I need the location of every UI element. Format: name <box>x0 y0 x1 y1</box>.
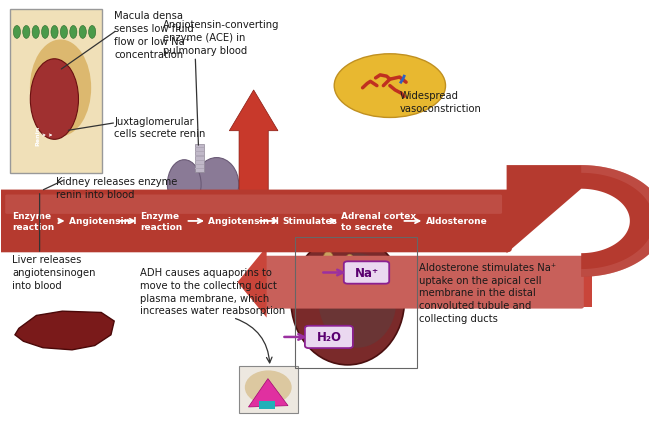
Ellipse shape <box>42 26 49 39</box>
Ellipse shape <box>343 255 356 287</box>
FancyBboxPatch shape <box>5 195 502 215</box>
Text: ADH causes aquaporins to
move to the collecting duct
plasma membrane, which
incr: ADH causes aquaporins to move to the col… <box>140 267 285 316</box>
Ellipse shape <box>355 264 367 303</box>
Ellipse shape <box>194 158 239 212</box>
Bar <box>194 164 204 166</box>
Ellipse shape <box>334 55 445 118</box>
FancyBboxPatch shape <box>305 326 353 348</box>
Text: Enzyme
reaction: Enzyme reaction <box>12 212 55 231</box>
Ellipse shape <box>14 26 21 39</box>
Text: Aldosterone stimulates Na⁺
uptake on the apical cell
membrane in the distal
conv: Aldosterone stimulates Na⁺ uptake on the… <box>419 262 556 323</box>
Text: Renin: Renin <box>36 126 41 146</box>
Ellipse shape <box>328 228 354 241</box>
FancyBboxPatch shape <box>239 366 298 414</box>
Ellipse shape <box>32 26 39 39</box>
Bar <box>194 169 204 170</box>
Polygon shape <box>15 311 114 350</box>
Ellipse shape <box>88 26 96 39</box>
Text: Widespread
vasoconstriction: Widespread vasoconstriction <box>400 91 482 114</box>
Ellipse shape <box>291 237 404 365</box>
Ellipse shape <box>322 252 335 282</box>
Ellipse shape <box>60 26 68 39</box>
Ellipse shape <box>318 254 396 348</box>
Polygon shape <box>506 166 650 277</box>
Text: Macula densa
senses low fluid
flow or low Na⁺
concentration: Macula densa senses low fluid flow or lo… <box>114 12 194 60</box>
FancyBboxPatch shape <box>266 258 592 307</box>
Bar <box>194 147 204 148</box>
FancyBboxPatch shape <box>10 10 102 173</box>
Text: Juxtaglomerular
cells secrete renin: Juxtaglomerular cells secrete renin <box>114 117 205 139</box>
FancyBboxPatch shape <box>344 262 389 284</box>
FancyBboxPatch shape <box>264 256 584 309</box>
Text: Kidney releases enzyme
renin into blood: Kidney releases enzyme renin into blood <box>56 176 177 199</box>
Bar <box>194 151 204 153</box>
Ellipse shape <box>51 26 58 39</box>
Text: Enzyme
reaction: Enzyme reaction <box>140 212 183 231</box>
Ellipse shape <box>30 40 91 137</box>
Polygon shape <box>237 247 266 318</box>
Ellipse shape <box>23 26 30 39</box>
Ellipse shape <box>168 160 201 210</box>
Text: H₂O: H₂O <box>317 331 341 344</box>
Bar <box>194 156 204 157</box>
Ellipse shape <box>79 26 86 39</box>
Ellipse shape <box>31 60 79 140</box>
Ellipse shape <box>70 26 77 39</box>
Ellipse shape <box>245 371 292 404</box>
Text: Angiotensin-converting
enzyme (ACE) in
pulmonary blood: Angiotensin-converting enzyme (ACE) in p… <box>163 20 280 55</box>
Bar <box>195 144 203 172</box>
Text: Angiotensin I: Angiotensin I <box>69 217 136 226</box>
Bar <box>194 160 204 161</box>
Ellipse shape <box>332 262 344 296</box>
FancyBboxPatch shape <box>0 190 512 253</box>
Text: Aldosterone: Aldosterone <box>426 217 488 226</box>
Polygon shape <box>581 166 650 277</box>
Text: Stimulates: Stimulates <box>283 217 338 226</box>
Text: Na⁺: Na⁺ <box>354 266 378 280</box>
Text: Angiotensin II: Angiotensin II <box>208 217 280 226</box>
Polygon shape <box>229 91 278 194</box>
Text: Adrenal cortex
to secrete: Adrenal cortex to secrete <box>341 212 417 231</box>
Text: Liver releases
angiotensinogen
into blood: Liver releases angiotensinogen into bloo… <box>12 255 96 290</box>
FancyBboxPatch shape <box>259 401 275 409</box>
Polygon shape <box>248 379 288 407</box>
